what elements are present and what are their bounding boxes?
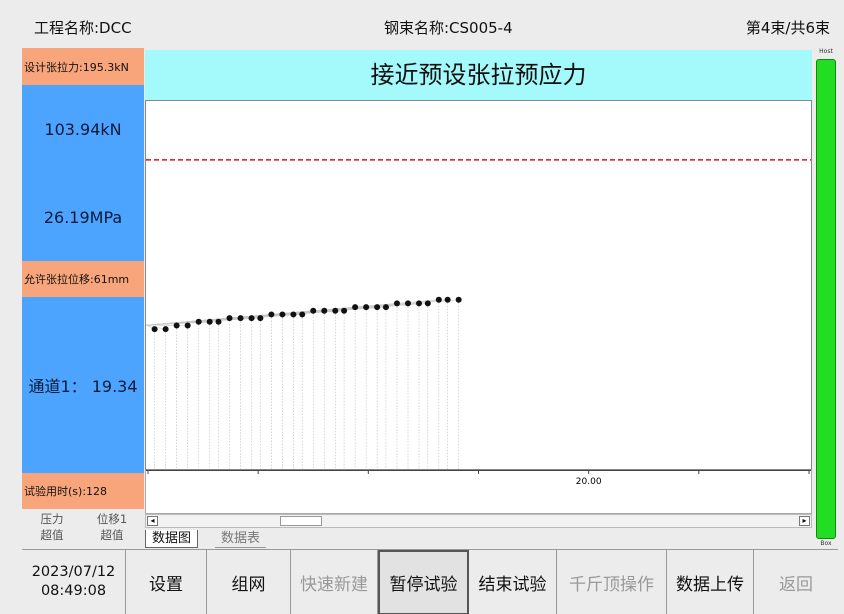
level-bar-fill	[816, 59, 836, 539]
level-bar: Host Box	[812, 48, 840, 548]
allowed-displacement-label: 允许张拉位移:61mm	[22, 261, 144, 297]
network-button[interactable]: 组网	[207, 550, 291, 614]
data-point	[268, 311, 275, 318]
data-point	[226, 315, 233, 322]
tab-data-chart[interactable]: 数据图	[145, 530, 199, 548]
data-point	[363, 304, 370, 311]
data-point	[321, 307, 328, 314]
pressure-value: 26.19MPa	[22, 173, 144, 261]
left-panel: 设计张拉力:195.3kN 103.94kN 26.19MPa 允许张拉位移:6…	[22, 48, 144, 545]
scroll-thumb[interactable]	[280, 516, 322, 526]
data-point	[184, 322, 191, 329]
x-tick-label: 20.00	[576, 477, 602, 487]
elapsed-time-label: 试验用时(s):128	[22, 473, 144, 509]
tab-data-table[interactable]: 数据表	[215, 530, 267, 548]
data-point	[290, 311, 297, 318]
data-point	[341, 307, 348, 314]
data-point	[237, 315, 244, 322]
displacement-over-label: 位移1 超值	[96, 512, 128, 542]
x-axis-area: 20.00	[145, 470, 812, 514]
data-point	[435, 296, 442, 303]
chart-title: 接近预设张拉预应力	[145, 50, 812, 100]
level-bar-bottom-label: Box	[820, 540, 832, 547]
force-value: 103.94kN	[22, 85, 144, 173]
data-point	[424, 300, 431, 307]
bottom-toolbar: 2023/07/12 08:49:08 设置 组网 快速新建 暂停试验 结束试验…	[22, 549, 838, 614]
data-point	[257, 315, 264, 322]
scroll-right-arrow-icon[interactable]: ▸	[799, 516, 810, 526]
design-force-label: 设计张拉力:195.3kN	[22, 48, 144, 85]
data-point	[404, 300, 411, 307]
strand-name: 钢束名称:CS005-4	[384, 19, 513, 37]
data-point	[444, 296, 451, 303]
chart-area: 接近预设张拉预应力 20.00 ◂ ▸	[145, 48, 812, 528]
end-test-button[interactable]: 结束试验	[469, 550, 557, 614]
data-point	[162, 326, 169, 333]
jack-operation-button[interactable]: 千斤顶操作	[557, 550, 667, 614]
data-point	[299, 311, 306, 318]
data-point	[455, 296, 462, 303]
data-point	[215, 318, 222, 325]
data-point	[393, 300, 400, 307]
x-axis: 20.00	[146, 470, 811, 487]
data-upload-button[interactable]: 数据上传	[667, 550, 754, 614]
data-point	[382, 304, 389, 311]
data-point	[195, 318, 202, 325]
data-point	[248, 315, 255, 322]
project-name: 工程名称:DCC	[34, 19, 132, 37]
back-button[interactable]: 返回	[754, 550, 838, 614]
settings-button[interactable]: 设置	[126, 550, 207, 614]
scroll-left-arrow-icon[interactable]: ◂	[147, 516, 158, 526]
plot-area	[145, 100, 812, 470]
datetime-display: 2023/07/12 08:49:08	[22, 550, 126, 614]
over-limit-labels: 压力 超值 位移1 超值	[22, 509, 144, 545]
data-point	[332, 307, 339, 314]
data-point	[151, 326, 158, 333]
channel-value: 通道1： 19.34	[22, 297, 144, 473]
data-point	[173, 322, 180, 329]
data-point	[206, 318, 213, 325]
data-point	[416, 300, 423, 307]
data-point	[352, 304, 359, 311]
horizontal-scrollbar[interactable]: ◂ ▸	[145, 514, 812, 528]
data-point	[374, 304, 381, 311]
pressure-over-label: 压力 超值	[40, 512, 64, 542]
strand-count: 第4束/共6束	[745, 19, 830, 37]
data-point	[279, 311, 286, 318]
pause-test-button[interactable]: 暂停试验	[378, 550, 469, 614]
level-bar-top-label: Host	[819, 48, 833, 55]
date-text: 2023/07/12	[31, 564, 116, 580]
quick-new-button[interactable]: 快速新建	[291, 550, 378, 614]
header-bar: 工程名称:DCC 钢束名称:CS005-4 第4束/共6束	[22, 4, 838, 48]
scatter-plot	[145, 159, 811, 469]
data-point	[310, 307, 317, 314]
time-text: 08:49:08	[40, 583, 107, 599]
